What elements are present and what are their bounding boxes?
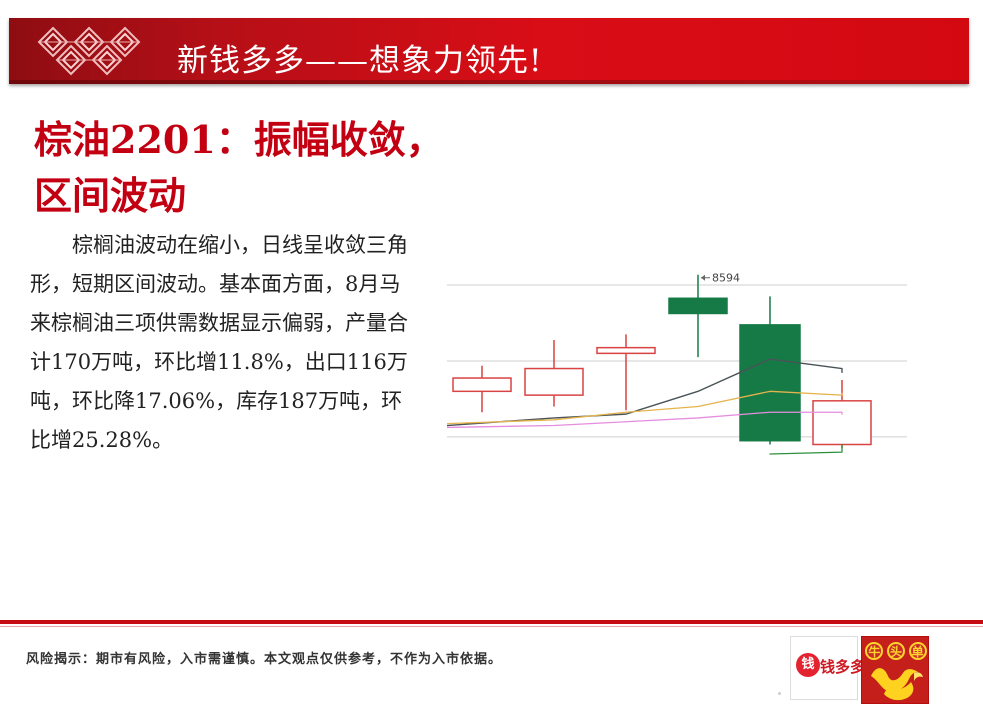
moving-average-line [769,443,843,455]
annotation-arrow-head [701,274,705,281]
moving-average-line [447,411,843,429]
article-body: 棕榈油波动在缩小，日线呈收敛三角形，短期区间波动。基本面方面，8月马来棕榈油三项… [30,233,408,452]
candle-body [524,367,584,396]
app-logo-seal-row: 牛 头 单 [864,642,928,660]
header-bar: 新钱多多——想象力领先! [9,18,969,84]
moving-average-line [447,390,843,425]
moving-average-line [447,358,843,427]
brand-heart-icon: 钱 [796,653,820,677]
candle-body [596,346,656,355]
candle-body [668,297,728,315]
chart-series [447,358,843,455]
brand-logo-text: 钱多多 [820,658,866,676]
decorative-dot [778,692,781,695]
app-seal-char: 牛 [865,642,884,660]
bottom-rule [0,620,983,624]
chart-candles [452,274,872,449]
brand-pattern-icon [37,26,141,76]
chart-annotation: 8594 [701,272,740,285]
annotation-label: 8594 [712,272,740,285]
candle-body [452,377,512,393]
brand-logo-card: 钱 钱多多 [790,636,865,700]
article-title: 棕油2201：振幅收敛，区间波动 [34,117,444,218]
app-logo-card: 牛 头 单 [861,636,929,704]
candle-body [739,324,801,442]
header-title: 新钱多多——想象力领先! [177,43,543,79]
risk-disclaimer: 风险揭示：期市有风险，入市需谨慎。本文观点仅供参考，不作为入市依据。 [26,652,503,667]
app-seal-char: 单 [908,642,927,660]
bull-horn-logo-icon [871,668,923,701]
app-seal-char: 头 [886,642,905,660]
candle-body [812,400,872,446]
bottom-rule-secondary [0,626,983,627]
candlestick-chart: 8594 [447,272,907,455]
